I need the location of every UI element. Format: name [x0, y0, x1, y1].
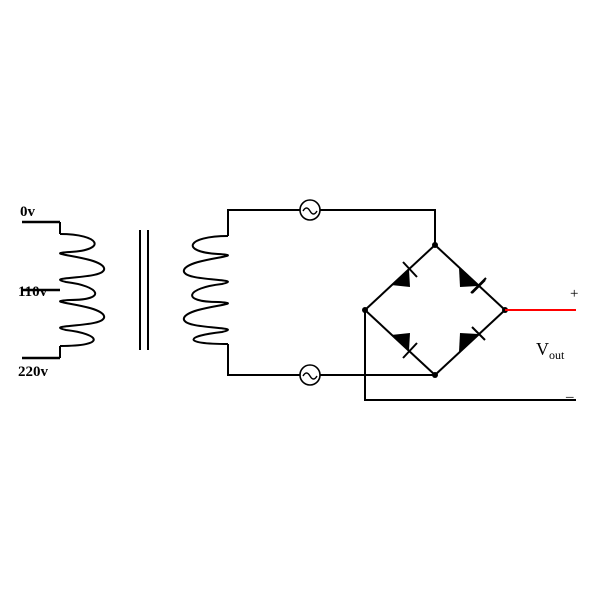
tap-110v-label: 110v: [18, 284, 48, 300]
output-minus-label: _: [565, 384, 574, 400]
diode-left-bottom: [365, 310, 435, 375]
transformer-primary-coil: [60, 234, 104, 346]
tap-0v-label: 0v: [20, 204, 36, 220]
transformer-secondary-coil: [184, 236, 228, 344]
vout-label: Vout Vout: [536, 339, 565, 362]
wire-ac-top-to-bridge: [320, 210, 435, 245]
tap-220v-label: 220v: [18, 364, 49, 380]
output-plus-label: +: [570, 286, 578, 302]
wire-secondary-to-ac-top: [228, 210, 300, 222]
diode-left-top: [365, 245, 435, 310]
wire-secondary-to-ac-bottom: [228, 358, 300, 375]
diode-top-right: [435, 245, 505, 310]
diode-bottom-right: [435, 310, 505, 375]
